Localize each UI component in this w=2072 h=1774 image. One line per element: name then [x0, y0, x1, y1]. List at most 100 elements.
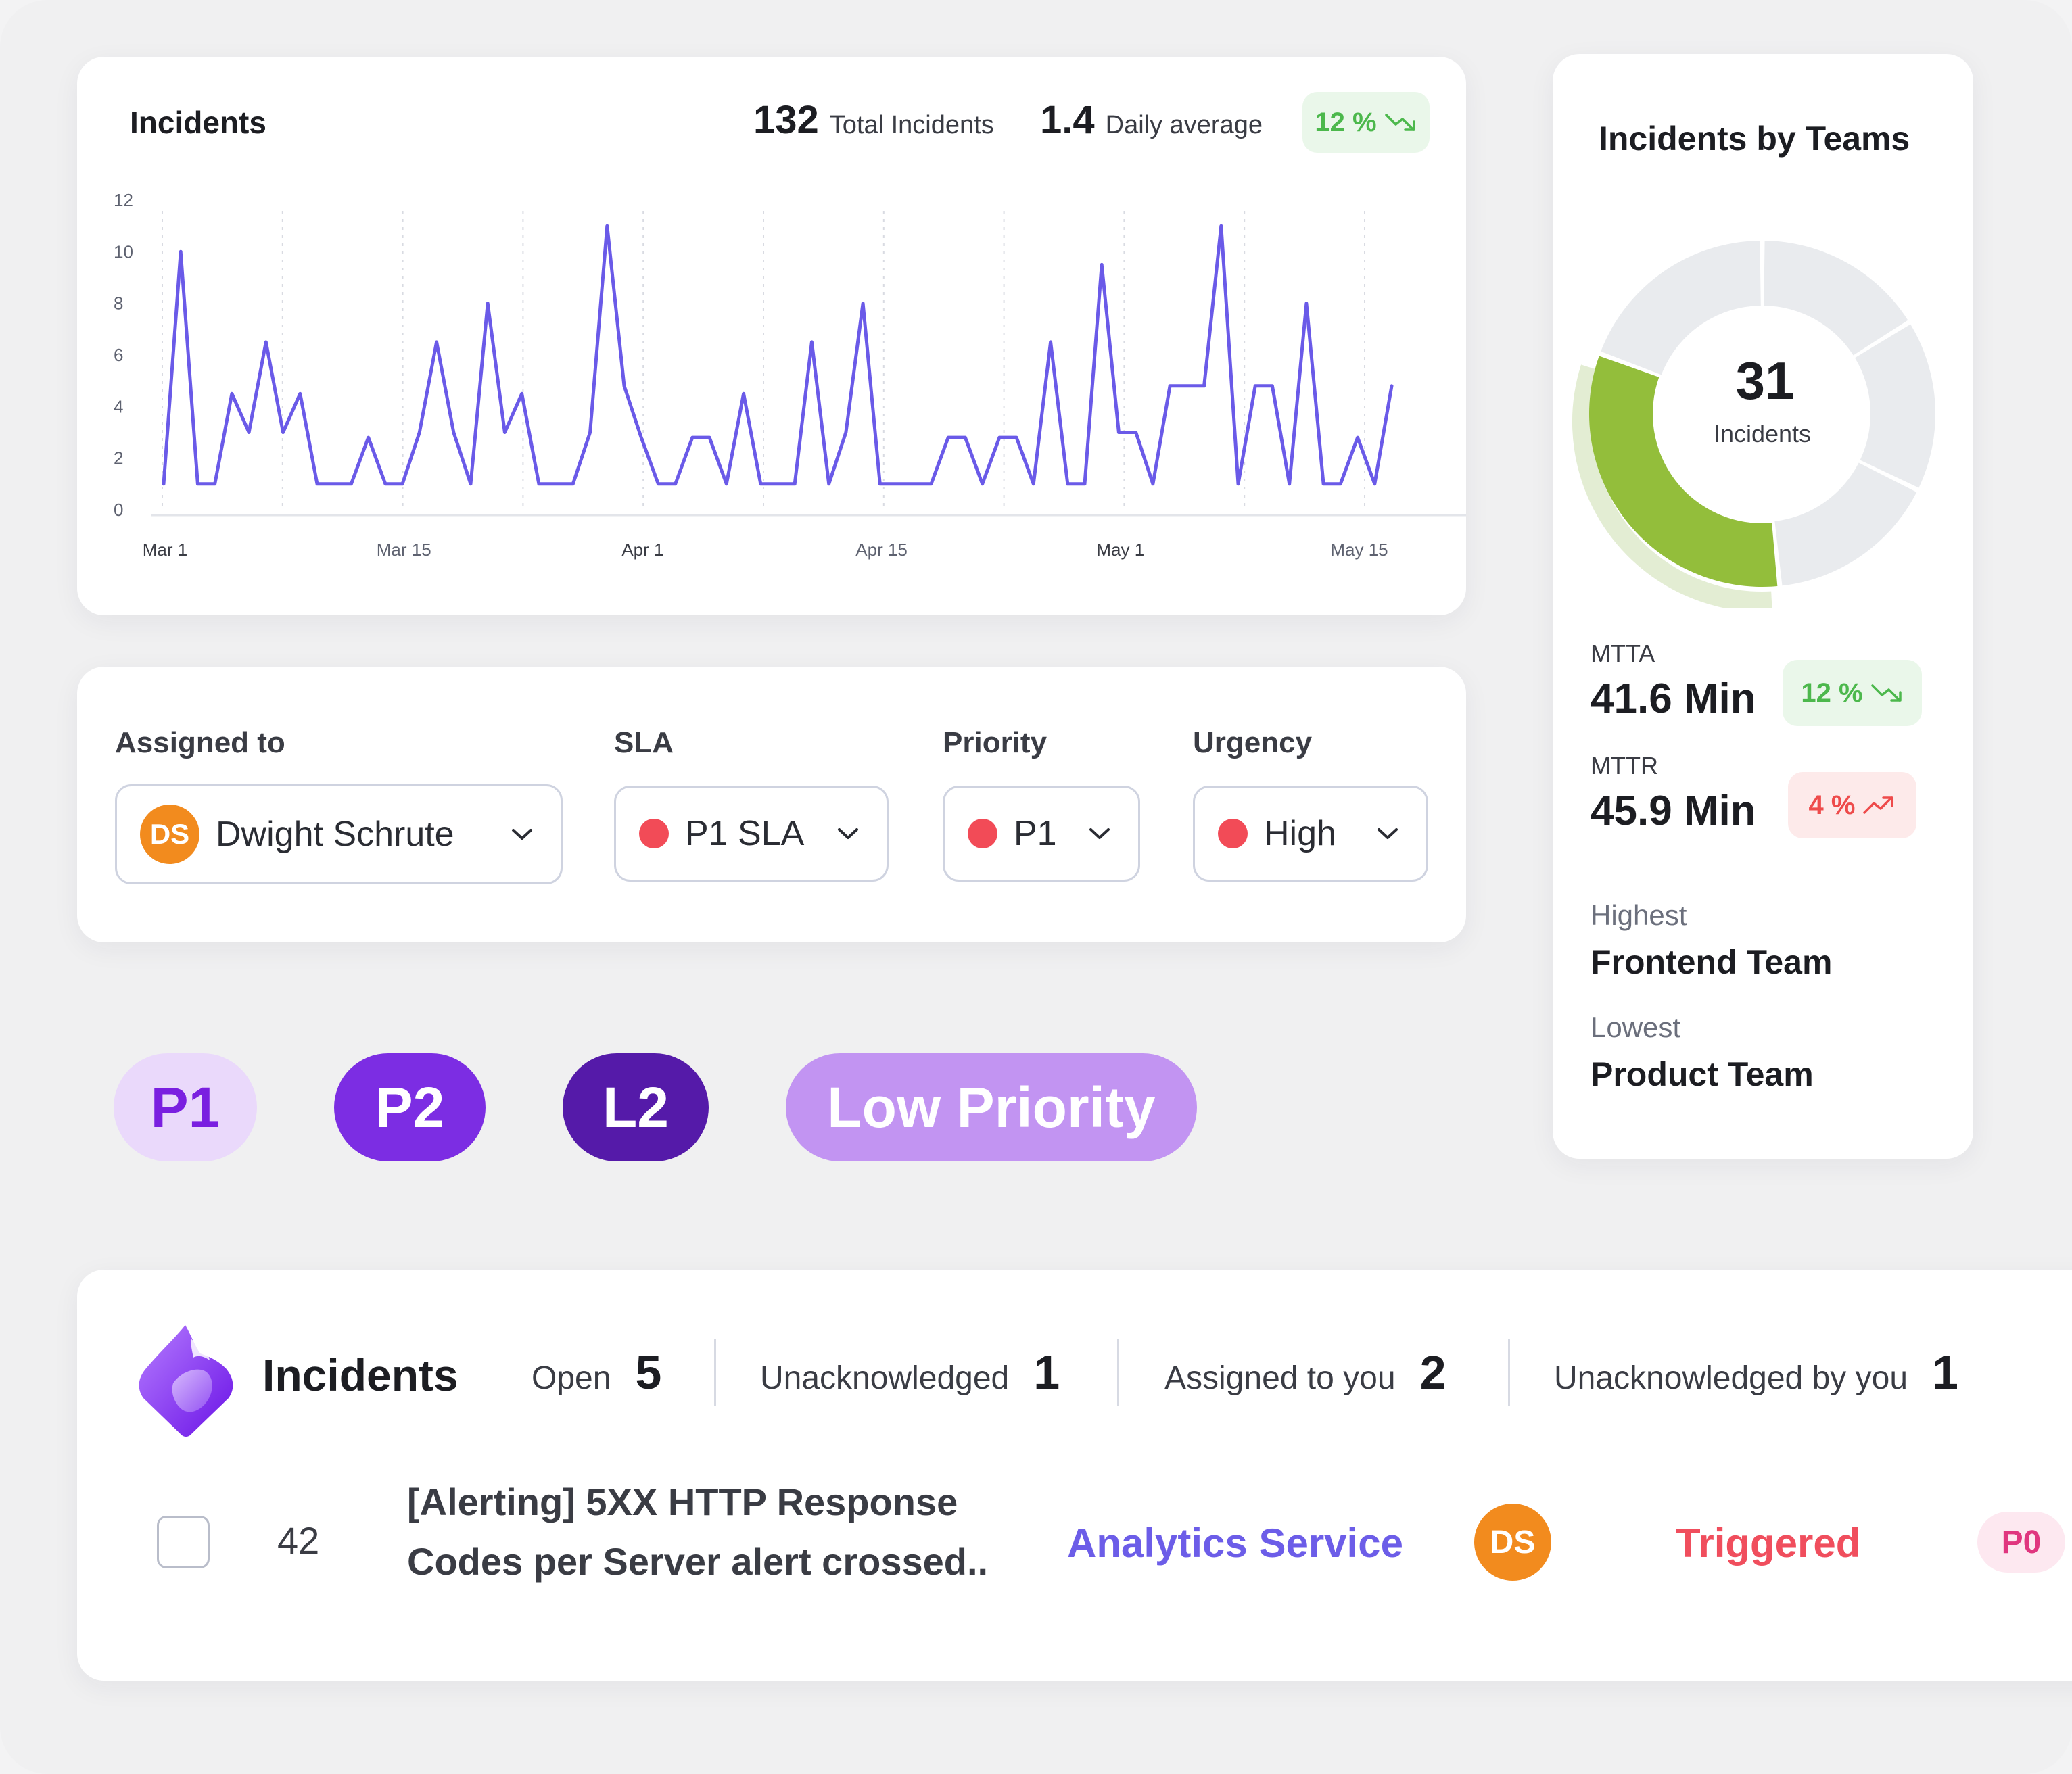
priority-select[interactable]: P1: [943, 786, 1140, 882]
priority-status-dot: [968, 819, 997, 848]
donut-segment-2[interactable]: [1854, 324, 1935, 488]
sla-value: P1 SLA: [685, 814, 805, 853]
total-incidents-stat: 132 Total Incidents: [753, 97, 994, 143]
open-label: Open: [532, 1360, 611, 1396]
row-checkbox[interactable]: [157, 1516, 210, 1568]
incidents-chart-card: Incidents 132 Total Incidents 1.4 Daily …: [77, 57, 1466, 615]
highest-label: Highest: [1591, 899, 1687, 931]
teams-title: Incidents by Teams: [1599, 120, 1910, 158]
priority-value: P1: [1014, 814, 1057, 853]
total-incidents-label: Total Incidents: [829, 111, 994, 139]
sla-select[interactable]: P1 SLA: [614, 786, 889, 882]
mttr-label: MTTR: [1591, 752, 1658, 780]
donut-total: 31: [1736, 351, 1795, 410]
incidents-table-title: Incidents: [262, 1350, 458, 1400]
unacknowledged-count: 1: [1033, 1346, 1060, 1399]
incident-title-line-2: Codes per Server alert crossed..: [407, 1540, 989, 1583]
x-tick-label: Apr 1: [621, 540, 663, 560]
daily-average-label: Daily average: [1105, 111, 1263, 139]
trend-down-icon: [1384, 114, 1415, 131]
unacknowledged-by-you-filter[interactable]: Unacknowledged by you 1: [1554, 1345, 1958, 1399]
y-tick-label: 0: [114, 500, 123, 520]
x-tick-label: Apr 15: [855, 540, 908, 560]
y-tick-label: 12: [114, 190, 133, 210]
unacknowledged-filter[interactable]: Unacknowledged 1: [760, 1345, 1060, 1399]
urgency-label: Urgency: [1193, 726, 1313, 759]
x-tick-label: Mar 1: [143, 540, 187, 560]
x-tick-label: May 1: [1096, 540, 1144, 560]
sla-status-dot: [639, 819, 669, 848]
level-pill-l2[interactable]: L2: [563, 1053, 709, 1161]
y-tick-label: 4: [114, 396, 123, 416]
low-priority-pill[interactable]: Low Priority: [786, 1053, 1197, 1161]
divider: [1508, 1339, 1510, 1406]
mttr-trend-value: 4 %: [1808, 790, 1856, 820]
assigned-to-label: Assigned to: [115, 726, 285, 759]
incident-title[interactable]: [Alerting] 5XX HTTP Response Codes per S…: [407, 1472, 1043, 1591]
assignee-avatar[interactable]: DS: [1474, 1504, 1551, 1581]
y-tick-label: 10: [114, 241, 133, 262]
priority-pill-p1[interactable]: P1: [114, 1053, 257, 1161]
mtta-value: 41.6 Min: [1591, 675, 1756, 722]
divider: [714, 1339, 716, 1406]
donut-chart: 31 Incidents: [1572, 241, 1935, 608]
chart-trend-value: 12 %: [1315, 107, 1377, 137]
assigned-to-you-count: 2: [1419, 1346, 1446, 1399]
priority-pill-p2[interactable]: P2: [334, 1053, 486, 1161]
chart-title: Incidents: [130, 105, 266, 140]
incidents-by-teams-card: Incidents by Teams 31 Incidents MTTA 41.…: [1553, 54, 1973, 1159]
donut-segment-5[interactable]: [1601, 241, 1761, 375]
donut-segment-1[interactable]: [1764, 241, 1908, 356]
y-tick-label: 6: [114, 345, 123, 365]
donut-segment-halo: [1572, 364, 1772, 608]
incident-id: 42: [277, 1519, 320, 1562]
divider: [1117, 1339, 1119, 1406]
y-tick-label: 2: [114, 448, 123, 469]
incident-status: Triggered: [1676, 1520, 1861, 1566]
assigned-to-value: Dwight Schrute: [216, 815, 454, 854]
urgency-select[interactable]: High: [1193, 786, 1428, 882]
chevron-down-icon: [512, 829, 532, 840]
lowest-label: Lowest: [1591, 1011, 1681, 1043]
highest-team: Frontend Team: [1591, 943, 1833, 981]
trend-down-icon: [1870, 684, 1902, 702]
trend-up-icon: [1863, 796, 1894, 814]
mttr-trend-badge: 4 %: [1788, 772, 1916, 838]
total-incidents-value: 132: [753, 98, 819, 142]
unacknowledged-by-you-count: 1: [1932, 1346, 1958, 1399]
assignee-avatar: DS: [140, 805, 199, 864]
sla-label: SLA: [614, 726, 674, 759]
assigned-to-you-label: Assigned to you: [1164, 1360, 1396, 1396]
priority-badge: P0: [1977, 1512, 2065, 1573]
donut-segment-4[interactable]: [1589, 356, 1778, 587]
y-tick-label: 8: [114, 293, 123, 314]
daily-average-value: 1.4: [1040, 98, 1095, 142]
mtta-trend-badge: 12 %: [1783, 660, 1922, 726]
mttr-value: 45.9 Min: [1591, 788, 1756, 834]
chevron-down-icon: [1089, 828, 1110, 839]
filters-card: Assigned to SLA Priority Urgency DS Dwig…: [77, 667, 1466, 942]
assigned-to-you-filter[interactable]: Assigned to you 2: [1164, 1345, 1446, 1399]
incident-title-line-1: [Alerting] 5XX HTTP Response: [407, 1481, 958, 1523]
chart-trend-badge: 12 %: [1302, 92, 1430, 153]
urgency-status-dot: [1218, 819, 1248, 848]
unacknowledged-label: Unacknowledged: [760, 1360, 1010, 1396]
open-count: 5: [635, 1346, 662, 1399]
x-tick-label: May 15: [1330, 540, 1388, 560]
service-link[interactable]: Analytics Service: [1067, 1520, 1403, 1566]
mtta-trend-value: 12 %: [1801, 677, 1863, 708]
chevron-down-icon: [838, 828, 858, 839]
unacknowledged-by-you-label: Unacknowledged by you: [1554, 1360, 1908, 1396]
donut-segment-3[interactable]: [1774, 462, 1917, 586]
open-filter[interactable]: Open 5: [532, 1345, 661, 1399]
lowest-team: Product Team: [1591, 1055, 1814, 1093]
assigned-to-select[interactable]: DS Dwight Schrute: [115, 784, 563, 884]
flame-logo-icon: [139, 1325, 233, 1437]
incidents-series-line: [162, 224, 1394, 486]
x-tick-label: Mar 15: [377, 540, 431, 560]
line-chart: 0 2 4 6 8 10 12 Mar 1 Mar 15 Apr 1 Apr 15 May 1 May …: [114, 190, 1466, 560]
donut-label: Incidents: [1714, 420, 1811, 448]
chevron-down-icon: [1378, 828, 1398, 839]
priority-label: Priority: [943, 726, 1047, 759]
incidents-table-card: Incidents Open 5 Unacknowledged 1 Assign…: [77, 1270, 2072, 1681]
